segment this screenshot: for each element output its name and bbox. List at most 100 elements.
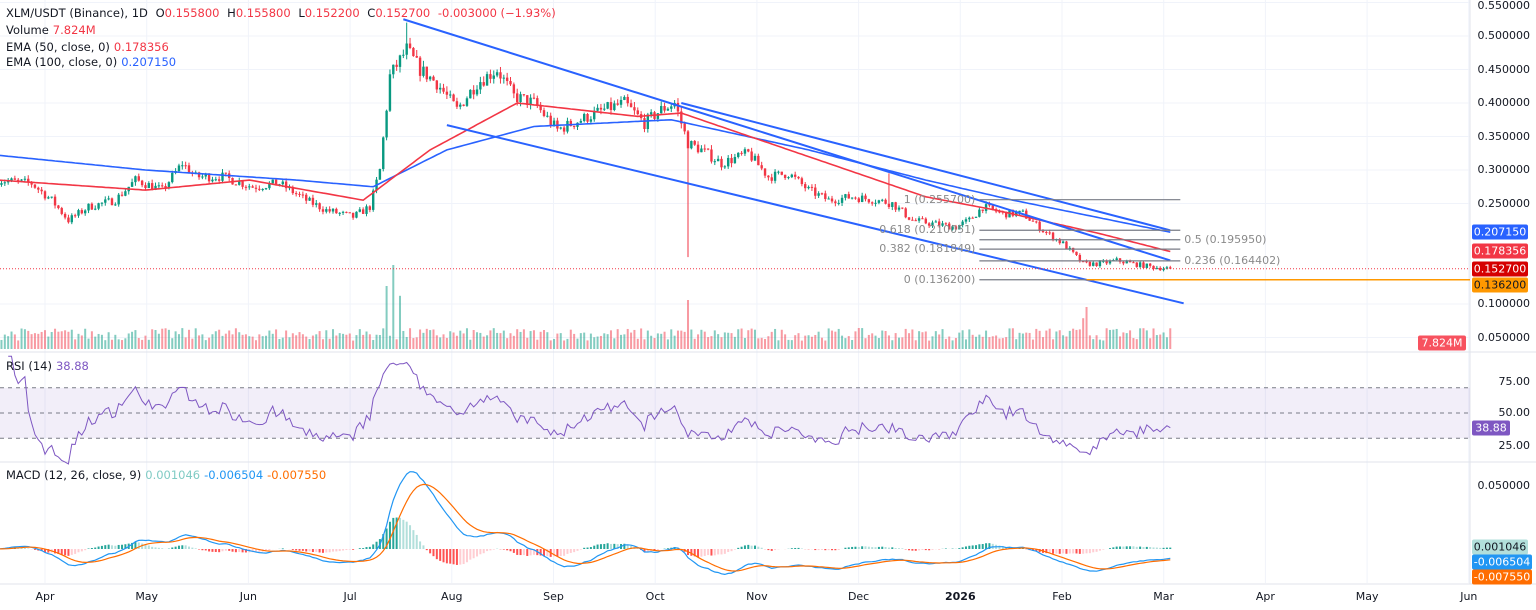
volume-bar	[934, 331, 937, 349]
macd-hist-bar	[382, 534, 385, 549]
macd-hist-bar	[171, 547, 174, 549]
volume-legend[interactable]: Volume 7.824M	[6, 23, 100, 37]
candle-body	[475, 89, 479, 95]
volume-bar	[7, 336, 10, 349]
macd-hist-bar	[184, 545, 187, 549]
candle-body	[646, 114, 650, 130]
macd-hist-bar	[817, 549, 820, 551]
macd-hist-bar	[1135, 546, 1138, 549]
candle-body	[1132, 262, 1135, 264]
macd-hist-bar	[1139, 546, 1142, 549]
candle-body	[532, 97, 536, 99]
volume-bar	[841, 335, 844, 349]
candle-body	[713, 161, 716, 163]
macd-hist-bar	[964, 546, 967, 549]
ema100-legend[interactable]: EMA (100, close, 0) 0.207150	[6, 55, 180, 69]
volume-bar	[127, 333, 130, 349]
candle-body	[100, 202, 104, 204]
price-tick: 0.050000	[1477, 330, 1531, 344]
volume-bar	[492, 328, 495, 349]
macd-hist-bar	[931, 549, 934, 550]
macd-hist-bar	[469, 549, 472, 560]
candle-body	[941, 223, 944, 226]
macd-hist-bar	[797, 547, 800, 549]
volume-bar	[251, 336, 254, 349]
volume-bar	[164, 328, 167, 349]
volume-bar	[556, 333, 559, 349]
volume-bar	[1092, 339, 1095, 349]
macd-hist-bar	[901, 548, 904, 549]
rsi-legend[interactable]: RSI (14) 38.88	[6, 359, 93, 373]
macd-hist-bar	[265, 549, 268, 552]
volume-bar	[680, 330, 683, 349]
volume-bar	[780, 329, 783, 349]
volume-bar	[1065, 336, 1068, 349]
candle-body	[432, 76, 435, 81]
macd-hist-bar	[874, 547, 877, 549]
macd-hist-bar	[1095, 549, 1098, 552]
candle-body	[1068, 247, 1071, 250]
macd-hist-bar	[1162, 547, 1165, 549]
macd-hist-bar	[824, 549, 827, 551]
candle-body	[63, 213, 67, 218]
volume-bar	[465, 328, 468, 349]
macd-hist-bar	[891, 547, 894, 549]
macd-hist-badge: 0.001046	[1472, 539, 1528, 555]
price-tick: 0.400000	[1477, 96, 1531, 109]
volume-bar	[573, 333, 576, 349]
macd-hist-bar	[583, 547, 586, 549]
volume-bar	[422, 332, 425, 349]
symbol-title[interactable]: XLM/USDT (Binance), 1D	[6, 6, 148, 20]
volume-bar	[968, 329, 971, 349]
volume-bar	[516, 329, 519, 349]
macd-legend[interactable]: MACD (12, 26, close, 9) 0.001046 -0.006504…	[6, 468, 330, 482]
macd-hist-bar	[968, 545, 971, 549]
candle-body	[700, 148, 703, 153]
candle-body	[840, 197, 844, 203]
candle-body	[110, 198, 114, 206]
macd-hist-bar	[971, 545, 974, 549]
volume-bar	[87, 338, 90, 349]
volume-bar	[713, 330, 716, 349]
volume-bar	[1008, 328, 1011, 349]
candle-body	[1048, 232, 1051, 234]
volume-bar	[757, 338, 760, 349]
volume-bar	[177, 334, 180, 349]
volume-bar	[352, 340, 355, 349]
candle-body	[224, 172, 228, 174]
volume-bar	[640, 328, 643, 349]
macd-hist-bar	[908, 549, 911, 551]
candle-body	[348, 212, 351, 214]
candle-body	[606, 102, 609, 109]
macd-hist-bar	[57, 549, 60, 554]
volume-bar	[1149, 338, 1152, 349]
macd-hist-bar	[656, 549, 659, 551]
volume-bar	[372, 339, 375, 349]
candle-body	[1142, 262, 1145, 268]
volume-bar	[730, 333, 733, 349]
candle-body	[325, 209, 328, 212]
macd-hist-bar	[194, 548, 197, 549]
price-tick: 0.450000	[1477, 62, 1531, 76]
volume-bar	[147, 339, 150, 349]
candle-body	[988, 204, 991, 206]
volume-bar	[47, 336, 50, 349]
candle-body	[726, 157, 730, 167]
macd-histogram	[0, 517, 1172, 565]
candle-body	[844, 194, 847, 198]
macd-line-badge: -0.006504	[1472, 554, 1532, 570]
ema50-legend[interactable]: EMA (50, close, 0) 0.178356	[6, 40, 173, 54]
candle-body	[398, 55, 402, 67]
volume-bar	[432, 329, 435, 349]
candle-body	[1159, 267, 1162, 271]
macd-hist-bar	[800, 548, 803, 549]
volume-bar	[258, 334, 261, 349]
volume-bar	[100, 334, 103, 349]
candle-body	[499, 72, 502, 79]
volume-bar	[549, 340, 552, 349]
candle-body	[609, 102, 613, 111]
macd-hist-bar	[33, 549, 36, 550]
volume-bar	[750, 328, 753, 349]
macd-hist-bar	[405, 521, 408, 549]
